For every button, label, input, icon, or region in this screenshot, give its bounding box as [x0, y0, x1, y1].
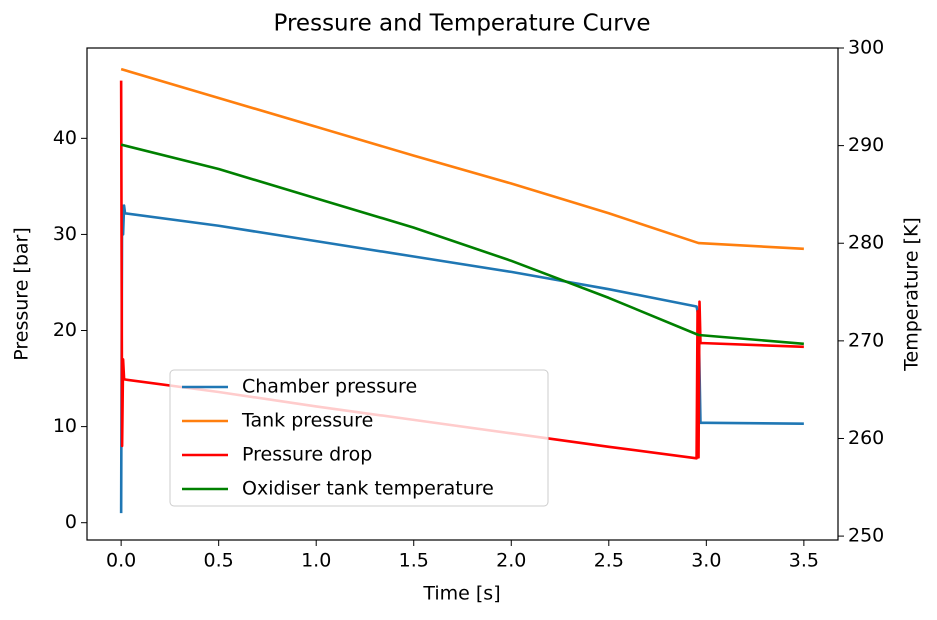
x-tick-label: 2.0	[496, 550, 526, 572]
x-tick-label: 0.0	[106, 550, 136, 572]
y-tick-label: 40	[53, 127, 77, 149]
y2-tick-label: 290	[848, 134, 884, 156]
legend-label: Pressure drop	[242, 444, 372, 466]
y2-tick-label: 260	[848, 427, 884, 449]
y-tick-label: 0	[65, 511, 77, 533]
plot-frame	[86, 47, 839, 541]
series-line	[120, 143, 804, 346]
x-axis-label: Time [s]	[422, 583, 500, 605]
y-tick-label: 10	[53, 415, 77, 437]
x-tick-label: 1.5	[399, 550, 429, 572]
y2-tick-label: 300	[848, 37, 884, 59]
x-tick-label: 0.5	[204, 550, 234, 572]
chart-title: Pressure and Temperature Curve	[274, 11, 651, 37]
legend-label: Tank pressure	[241, 410, 373, 432]
y-axis-label: Pressure [bar]	[11, 227, 33, 361]
x-tick-label: 3.5	[789, 550, 819, 572]
legend-label: Chamber pressure	[242, 376, 417, 398]
y2-tick-label: 250	[848, 525, 884, 547]
y2-tick-label: 280	[848, 232, 884, 254]
series-line	[120, 67, 804, 251]
y2-tick-label: 270	[848, 329, 884, 351]
y2-axis-label: Temperature [K]	[901, 217, 923, 372]
x-tick-label: 1.0	[301, 550, 331, 572]
legend-label: Oxidiser tank temperature	[242, 478, 494, 500]
legend-box	[169, 369, 549, 507]
y-tick-label: 20	[53, 319, 77, 341]
y-tick-label: 30	[53, 223, 77, 245]
x-tick-label: 3.0	[691, 550, 721, 572]
x-tick-label: 2.5	[594, 550, 624, 572]
